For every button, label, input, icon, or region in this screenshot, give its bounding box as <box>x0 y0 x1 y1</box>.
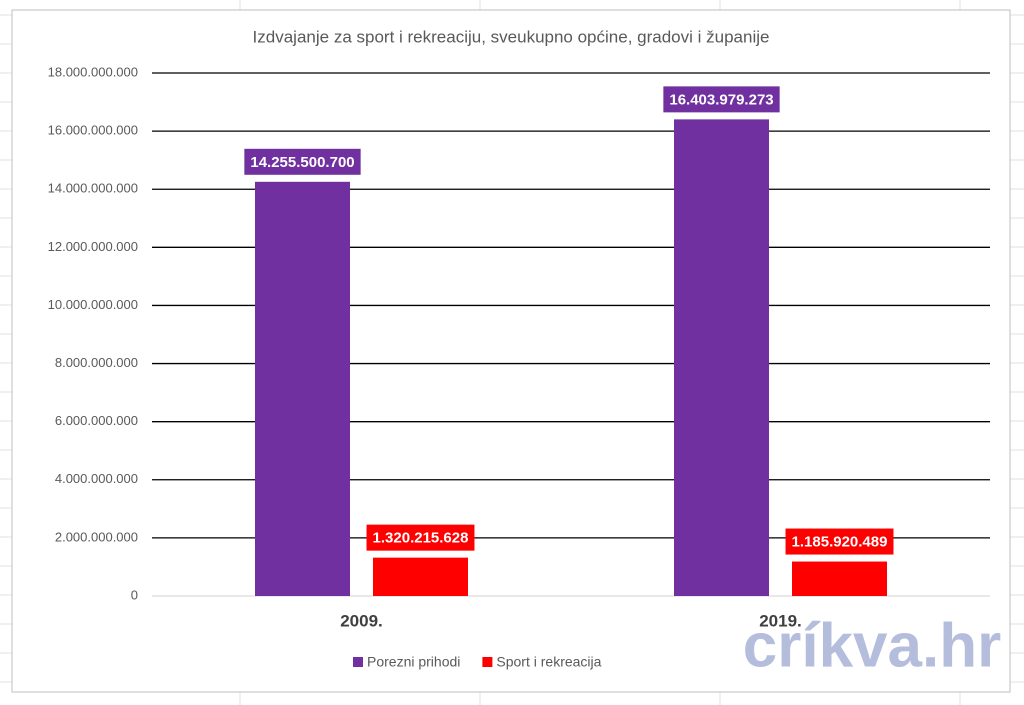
bar <box>373 557 468 596</box>
legend-label: Sport i rekreacija <box>496 654 601 670</box>
y-tick-label: 0 <box>131 587 138 602</box>
y-tick-label: 18.000.000.000 <box>48 64 138 79</box>
y-tick-label: 6.000.000.000 <box>55 413 138 428</box>
bar <box>255 181 350 596</box>
watermark: críkva.hr <box>743 611 1002 680</box>
value-label-box <box>244 148 361 175</box>
legend-swatch <box>482 657 493 667</box>
x-tick-label: 2019. <box>759 611 802 630</box>
legend-swatch <box>353 657 363 667</box>
bar <box>792 561 887 596</box>
bar <box>674 119 769 597</box>
value-label-box <box>663 86 780 113</box>
y-tick-label: 12.000.000.000 <box>48 239 138 254</box>
y-tick-label: 14.000.000.000 <box>48 181 138 196</box>
legend-label: Porezni prihodi <box>367 654 460 670</box>
value-label-box <box>366 524 475 551</box>
y-tick-label: 16.000.000.000 <box>48 123 138 138</box>
y-tick-label: 10.000.000.000 <box>48 297 138 312</box>
value-label: 14.255.500.700 <box>250 154 354 171</box>
chart-title: Izdvajanje za sport i rekreaciju, sveuku… <box>253 27 770 46</box>
x-tick-label: 2009. <box>340 611 383 630</box>
value-label-box <box>785 528 894 555</box>
y-tick-label: 8.000.000.000 <box>55 355 138 370</box>
value-label: 1.320.215.628 <box>373 530 469 547</box>
value-label: 16.403.979.273 <box>669 91 773 108</box>
y-tick-label: 2.000.000.000 <box>55 529 138 544</box>
y-tick-label: 4.000.000.000 <box>55 471 138 486</box>
value-label: 1.185.920.489 <box>792 534 888 551</box>
